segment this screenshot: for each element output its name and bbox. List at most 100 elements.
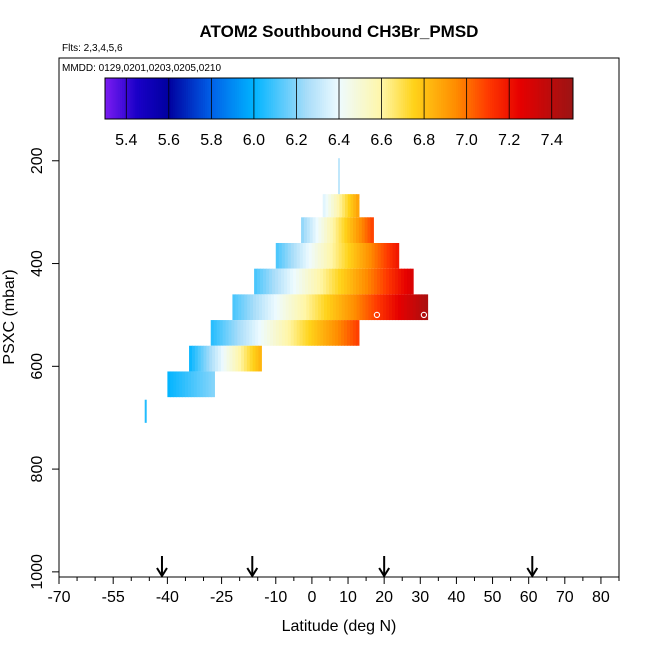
heatmap-cell	[347, 320, 351, 346]
heatmap-cell	[349, 320, 354, 346]
heatmap-cell	[368, 242, 373, 269]
heatmap-cell	[332, 242, 337, 269]
heatmap-point	[338, 158, 340, 195]
colorbar-segment	[411, 78, 414, 119]
colorbar-segment	[394, 78, 397, 119]
heatmap-cell	[326, 242, 331, 269]
colorbar-segment	[375, 78, 378, 119]
colorbar-segment	[153, 78, 157, 119]
colorbar-segment	[304, 78, 308, 119]
heatmap-cell	[368, 294, 372, 321]
heatmap-cell	[329, 320, 333, 346]
heatmap-cell	[247, 294, 251, 321]
colorbar-segment	[404, 78, 408, 119]
colorbar-segment	[224, 78, 227, 119]
heatmap-cell	[238, 294, 242, 321]
heatmap-cell	[322, 194, 327, 218]
colorbar-segment	[124, 78, 127, 119]
colorbar-segment	[490, 78, 493, 119]
colorbar-segment	[524, 78, 527, 119]
colorbar-segment	[487, 78, 491, 119]
heatmap-cell	[287, 242, 292, 269]
colorbar-segment	[113, 78, 117, 119]
heatmap-cell	[320, 320, 324, 346]
colorbar-segment	[253, 78, 257, 119]
heatmap-cell	[329, 242, 334, 269]
heatmap-cell	[341, 268, 345, 295]
heatmap-cell	[338, 217, 343, 243]
heatmap-cell	[288, 294, 293, 321]
heatmap-cell	[403, 294, 408, 321]
colorbar-segment	[196, 78, 200, 119]
colorbar-tick-label: 6.8	[413, 132, 435, 149]
colorbar-segment	[415, 78, 419, 119]
heatmap-cell	[318, 294, 322, 321]
heatmap-cell	[356, 294, 361, 321]
heatmap-cell	[256, 294, 260, 321]
heatmap-cell	[424, 294, 429, 321]
heatmap-cell	[255, 345, 260, 372]
heatmap-cell	[341, 294, 346, 321]
colorbar-segment	[209, 78, 212, 119]
heatmap-cell	[353, 294, 358, 321]
heatmap-cell	[244, 294, 248, 321]
heatmap-cell	[299, 268, 303, 295]
colorbar-segment	[151, 78, 155, 119]
y-axis-label: PSXC (mbar)	[1, 269, 18, 364]
colorbar-segment	[377, 78, 380, 119]
heatmap-cell	[365, 242, 370, 269]
colorbar-segment	[268, 78, 272, 119]
colorbar-segment	[105, 78, 108, 119]
colorbar-segment	[468, 78, 472, 119]
colorbar-segment	[543, 78, 546, 119]
heatmap-cell	[240, 320, 244, 346]
heatmap-cell	[312, 294, 316, 321]
colorbar-segment	[347, 78, 351, 119]
heatmap-cell	[353, 194, 357, 218]
heatmap-cell	[308, 268, 312, 295]
heatmap-cell	[320, 268, 324, 295]
heatmap-cell	[275, 268, 279, 295]
colorbar-segment	[453, 78, 457, 119]
x-tick-label: -70	[47, 589, 70, 606]
colorbar-segment	[477, 78, 480, 119]
colorbar-segment	[149, 78, 153, 119]
colorbar-segment	[283, 78, 287, 119]
heatmap-cell	[380, 242, 385, 269]
heatmap-cell	[261, 320, 265, 346]
colorbar-segment	[441, 78, 444, 119]
colorbar-segment	[500, 78, 504, 119]
heatmap-cell	[335, 217, 340, 243]
colorbar-segment	[204, 78, 208, 119]
colorbar-segment	[270, 78, 274, 119]
heatmap-cell	[314, 320, 318, 346]
colorbar-segment	[132, 78, 136, 119]
colorbar-segment	[470, 78, 474, 119]
heatmap-cell	[259, 294, 263, 321]
colorbar-segment	[226, 78, 229, 119]
heatmap-cell	[311, 320, 316, 346]
heatmap-cell	[301, 217, 305, 243]
colorbar-segment	[373, 78, 376, 119]
colorbar-segment	[392, 78, 395, 119]
heatmap-cell	[217, 345, 222, 372]
colorbar-segment	[232, 78, 236, 119]
heatmap-cell	[356, 242, 361, 269]
heatmap-cell	[350, 294, 355, 321]
heatmap-cell	[266, 268, 270, 295]
axes: -70 -55 -40 -25 -10 0 10 20 30 40 50 60 70 80 200 400 60…	[29, 147, 620, 606]
colorbar-segment	[251, 78, 255, 119]
flights-note: Flts: 2,3,4,5,6	[62, 43, 123, 54]
heatmap-cell	[371, 294, 375, 321]
heatmap-cell	[410, 268, 414, 295]
heatmap-cell	[260, 268, 264, 295]
colorbar-segment	[281, 78, 285, 119]
heatmap-cell	[275, 320, 280, 346]
heatmap-cell	[383, 242, 388, 269]
heatmap-cell	[335, 268, 339, 295]
heatmap-cell	[323, 320, 327, 346]
colorbar-segment	[166, 78, 170, 119]
colorbar-segment	[296, 78, 300, 119]
colorbar-segment	[494, 78, 497, 119]
colorbar-segment	[409, 78, 412, 119]
